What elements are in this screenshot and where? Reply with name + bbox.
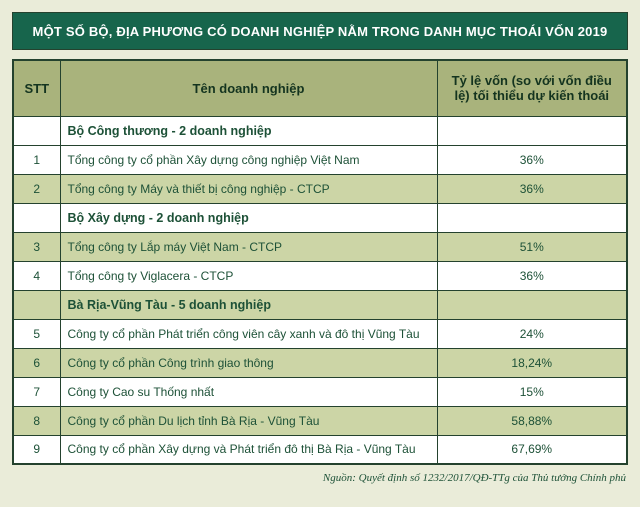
table-row: 3 Tổng công ty Lắp máy Việt Nam - CTCP 51% xyxy=(12,231,628,262)
section-empty-ratio-cell xyxy=(436,202,628,233)
cell-company-name: Tổng công ty Viglacera - CTCP xyxy=(59,260,438,291)
section-empty-stt-cell xyxy=(12,289,61,320)
cell-divest-ratio: 58,88% xyxy=(436,405,628,436)
header-row: STT Tên doanh nghiệp Tỷ lệ vốn (so với v… xyxy=(12,59,628,117)
cell-stt: 5 xyxy=(12,318,61,349)
cell-divest-ratio: 18,24% xyxy=(436,347,628,378)
header-company-name: Tên doanh nghiệp xyxy=(59,59,438,117)
table-header: STT Tên doanh nghiệp Tỷ lệ vốn (so với v… xyxy=(12,59,628,117)
cell-divest-ratio: 36% xyxy=(436,173,628,204)
section-empty-ratio-cell xyxy=(436,115,628,146)
cell-divest-ratio: 67,69% xyxy=(436,434,628,465)
source-note: Nguồn: Quyết định số 1232/2017/QĐ-TTg củ… xyxy=(322,472,626,484)
table-row: 7 Công ty Cao su Thống nhất 15% xyxy=(12,376,628,407)
cell-stt: 9 xyxy=(12,434,61,465)
cell-stt: 4 xyxy=(12,260,61,291)
cell-stt: 3 xyxy=(12,231,61,262)
section-empty-ratio-cell xyxy=(436,289,628,320)
table-row: 9 Công ty cổ phần Xây dựng và Phát triển … xyxy=(12,434,628,465)
title-bar: MỘT SỐ BỘ, ĐỊA PHƯƠNG CÓ DOANH NGHIỆP NẰ… xyxy=(12,12,628,50)
cell-stt: 8 xyxy=(12,405,61,436)
cell-divest-ratio: 15% xyxy=(436,376,628,407)
divestment-table: STT Tên doanh nghiệp Tỷ lệ vốn (so với v… xyxy=(12,59,628,465)
cell-divest-ratio: 36% xyxy=(436,144,628,175)
cell-company-name: Công ty cổ phần Phát triển công viên cây… xyxy=(59,318,438,349)
cell-company-name: Công ty cổ phần Xây dựng và Phát triển đ… xyxy=(59,434,438,465)
section-empty-stt-cell xyxy=(12,115,61,146)
table-row: 8 Công ty cổ phần Du lịch tỉnh Bà Rịa - V… xyxy=(12,405,628,436)
cell-divest-ratio: 51% xyxy=(436,231,628,262)
table-row: 1 Tổng công ty cổ phần Xây dựng công nghi… xyxy=(12,144,628,175)
section-row: Bộ Xây dựng - 2 doanh nghiệp xyxy=(12,202,628,233)
section-empty-stt-cell xyxy=(12,202,61,233)
section-label: Bà Rịa-Vũng Tàu - 5 doanh nghiệp xyxy=(59,289,438,320)
cell-stt: 7 xyxy=(12,376,61,407)
table-row: 2 Tổng công ty Máy và thiết bị công nghiệ… xyxy=(12,173,628,204)
cell-company-name: Công ty cổ phần Công trình giao thông xyxy=(59,347,438,378)
section-label: Bộ Công thương - 2 doanh nghiệp xyxy=(59,115,438,146)
cell-company-name: Tổng công ty Máy và thiết bị công nghiệp… xyxy=(59,173,438,204)
cell-divest-ratio: 36% xyxy=(436,260,628,291)
section-label: Bộ Xây dựng - 2 doanh nghiệp xyxy=(59,202,438,233)
page-title: MỘT SỐ BỘ, ĐỊA PHƯƠNG CÓ DOANH NGHIỆP NẰ… xyxy=(32,23,608,39)
cell-company-name: Công ty cổ phần Du lịch tỉnh Bà Rịa - Vũ… xyxy=(59,405,438,436)
cell-stt: 2 xyxy=(12,173,61,204)
table-row: 5 Công ty cổ phần Phát triển công viên câ… xyxy=(12,318,628,349)
cell-divest-ratio: 24% xyxy=(436,318,628,349)
section-row: Bà Rịa-Vũng Tàu - 5 doanh nghiệp xyxy=(12,289,628,320)
header-divest-ratio: Tỷ lệ vốn (so với vốn điều lệ) tối thiểu… xyxy=(436,59,628,117)
cell-stt: 1 xyxy=(12,144,61,175)
header-stt: STT xyxy=(12,59,61,117)
cell-company-name: Tổng công ty Lắp máy Việt Nam - CTCP xyxy=(59,231,438,262)
table-row: 6 Công ty cổ phần Công trình giao thông 18… xyxy=(12,347,628,378)
section-row: Bộ Công thương - 2 doanh nghiệp xyxy=(12,115,628,146)
cell-company-name: Tổng công ty cổ phần Xây dựng công nghiệ… xyxy=(59,144,438,175)
table-row: 4 Tổng công ty Viglacera - CTCP 36% xyxy=(12,260,628,291)
cell-company-name: Công ty Cao su Thống nhất xyxy=(59,376,438,407)
cell-stt: 6 xyxy=(12,347,61,378)
table-body: Bộ Công thương - 2 doanh nghiệp 1 Tổng côn… xyxy=(12,115,628,465)
